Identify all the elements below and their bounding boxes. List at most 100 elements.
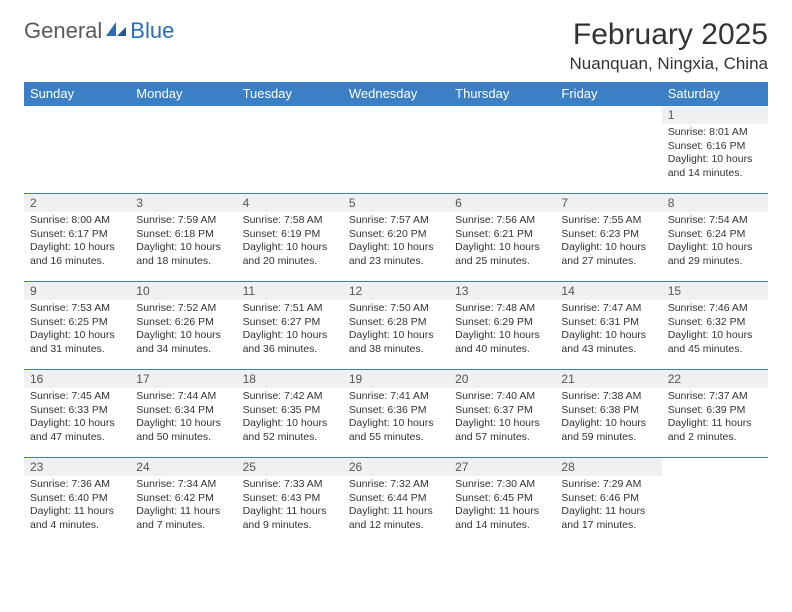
- location-subtitle: Nuanquan, Ningxia, China: [570, 54, 768, 74]
- calendar-cell: 7Sunrise: 7:55 AMSunset: 6:23 PMDaylight…: [555, 194, 661, 282]
- calendar-cell: 8Sunrise: 7:54 AMSunset: 6:24 PMDaylight…: [662, 194, 768, 282]
- calendar-cell: 27Sunrise: 7:30 AMSunset: 6:45 PMDayligh…: [449, 458, 555, 546]
- day-number: 1: [662, 106, 768, 124]
- day-details: Sunrise: 7:38 AMSunset: 6:38 PMDaylight:…: [555, 388, 661, 449]
- day-details: Sunrise: 7:56 AMSunset: 6:21 PMDaylight:…: [449, 212, 555, 273]
- calendar-cell: 28Sunrise: 7:29 AMSunset: 6:46 PMDayligh…: [555, 458, 661, 546]
- day-details: Sunrise: 7:53 AMSunset: 6:25 PMDaylight:…: [24, 300, 130, 361]
- day-number: 4: [237, 194, 343, 212]
- weekday-header: Sunday: [24, 82, 130, 106]
- day-details: Sunrise: 7:59 AMSunset: 6:18 PMDaylight:…: [130, 212, 236, 273]
- calendar-cell: 11Sunrise: 7:51 AMSunset: 6:27 PMDayligh…: [237, 282, 343, 370]
- calendar-cell: 25Sunrise: 7:33 AMSunset: 6:43 PMDayligh…: [237, 458, 343, 546]
- day-number: 16: [24, 370, 130, 388]
- day-details: Sunrise: 7:37 AMSunset: 6:39 PMDaylight:…: [662, 388, 768, 449]
- day-number: 15: [662, 282, 768, 300]
- calendar-cell: 26Sunrise: 7:32 AMSunset: 6:44 PMDayligh…: [343, 458, 449, 546]
- day-details: Sunrise: 8:01 AMSunset: 6:16 PMDaylight:…: [662, 124, 768, 185]
- weekday-header: Tuesday: [237, 82, 343, 106]
- day-number: 21: [555, 370, 661, 388]
- day-details: Sunrise: 7:54 AMSunset: 6:24 PMDaylight:…: [662, 212, 768, 273]
- calendar-cell: 14Sunrise: 7:47 AMSunset: 6:31 PMDayligh…: [555, 282, 661, 370]
- day-number: 3: [130, 194, 236, 212]
- day-number: 2: [24, 194, 130, 212]
- day-details: Sunrise: 7:50 AMSunset: 6:28 PMDaylight:…: [343, 300, 449, 361]
- day-number: 7: [555, 194, 661, 212]
- day-number: 26: [343, 458, 449, 476]
- day-number: 25: [237, 458, 343, 476]
- day-number: 8: [662, 194, 768, 212]
- calendar-cell: 24Sunrise: 7:34 AMSunset: 6:42 PMDayligh…: [130, 458, 236, 546]
- day-number: 20: [449, 370, 555, 388]
- day-number: 6: [449, 194, 555, 212]
- calendar-cell: ..: [662, 458, 768, 546]
- calendar-cell: 6Sunrise: 7:56 AMSunset: 6:21 PMDaylight…: [449, 194, 555, 282]
- calendar-cell: ..: [449, 106, 555, 194]
- calendar-cell: 17Sunrise: 7:44 AMSunset: 6:34 PMDayligh…: [130, 370, 236, 458]
- day-details: Sunrise: 7:51 AMSunset: 6:27 PMDaylight:…: [237, 300, 343, 361]
- calendar-row: 9Sunrise: 7:53 AMSunset: 6:25 PMDaylight…: [24, 282, 768, 370]
- weekday-header: Thursday: [449, 82, 555, 106]
- weekday-header: Saturday: [662, 82, 768, 106]
- day-details: Sunrise: 7:48 AMSunset: 6:29 PMDaylight:…: [449, 300, 555, 361]
- calendar-cell: 23Sunrise: 7:36 AMSunset: 6:40 PMDayligh…: [24, 458, 130, 546]
- brand-word-1: General: [24, 18, 102, 44]
- brand-word-2: Blue: [130, 18, 174, 44]
- day-number: 9: [24, 282, 130, 300]
- calendar-cell: ..: [237, 106, 343, 194]
- calendar-cell: ..: [555, 106, 661, 194]
- calendar-row: ............1Sunrise: 8:01 AMSunset: 6:1…: [24, 106, 768, 194]
- calendar-cell: ..: [130, 106, 236, 194]
- day-details: Sunrise: 7:33 AMSunset: 6:43 PMDaylight:…: [237, 476, 343, 537]
- brand-logo: General Blue: [24, 18, 174, 44]
- month-title: February 2025: [570, 18, 768, 52]
- calendar-cell: 16Sunrise: 7:45 AMSunset: 6:33 PMDayligh…: [24, 370, 130, 458]
- day-details: Sunrise: 7:57 AMSunset: 6:20 PMDaylight:…: [343, 212, 449, 273]
- calendar-cell: 12Sunrise: 7:50 AMSunset: 6:28 PMDayligh…: [343, 282, 449, 370]
- calendar-cell: 18Sunrise: 7:42 AMSunset: 6:35 PMDayligh…: [237, 370, 343, 458]
- day-details: Sunrise: 7:55 AMSunset: 6:23 PMDaylight:…: [555, 212, 661, 273]
- day-number: 23: [24, 458, 130, 476]
- day-details: Sunrise: 7:44 AMSunset: 6:34 PMDaylight:…: [130, 388, 236, 449]
- calendar-cell: 1Sunrise: 8:01 AMSunset: 6:16 PMDaylight…: [662, 106, 768, 194]
- day-number: 19: [343, 370, 449, 388]
- calendar-cell: ..: [24, 106, 130, 194]
- day-number: 22: [662, 370, 768, 388]
- calendar-cell: 22Sunrise: 7:37 AMSunset: 6:39 PMDayligh…: [662, 370, 768, 458]
- day-number: 13: [449, 282, 555, 300]
- calendar-cell: 3Sunrise: 7:59 AMSunset: 6:18 PMDaylight…: [130, 194, 236, 282]
- day-details: Sunrise: 7:42 AMSunset: 6:35 PMDaylight:…: [237, 388, 343, 449]
- day-details: Sunrise: 7:40 AMSunset: 6:37 PMDaylight:…: [449, 388, 555, 449]
- day-number: 10: [130, 282, 236, 300]
- day-details: Sunrise: 7:46 AMSunset: 6:32 PMDaylight:…: [662, 300, 768, 361]
- day-number: 18: [237, 370, 343, 388]
- day-details: Sunrise: 7:34 AMSunset: 6:42 PMDaylight:…: [130, 476, 236, 537]
- day-number: 17: [130, 370, 236, 388]
- calendar-table: Sunday Monday Tuesday Wednesday Thursday…: [24, 82, 768, 546]
- calendar-row: 2Sunrise: 8:00 AMSunset: 6:17 PMDaylight…: [24, 194, 768, 282]
- day-number: 27: [449, 458, 555, 476]
- calendar-cell: 19Sunrise: 7:41 AMSunset: 6:36 PMDayligh…: [343, 370, 449, 458]
- day-details: Sunrise: 7:52 AMSunset: 6:26 PMDaylight:…: [130, 300, 236, 361]
- day-details: Sunrise: 7:29 AMSunset: 6:46 PMDaylight:…: [555, 476, 661, 537]
- day-details: Sunrise: 8:00 AMSunset: 6:17 PMDaylight:…: [24, 212, 130, 273]
- day-details: Sunrise: 7:58 AMSunset: 6:19 PMDaylight:…: [237, 212, 343, 273]
- day-number: 12: [343, 282, 449, 300]
- day-number: 14: [555, 282, 661, 300]
- calendar-cell: 10Sunrise: 7:52 AMSunset: 6:26 PMDayligh…: [130, 282, 236, 370]
- weekday-header: Friday: [555, 82, 661, 106]
- calendar-row: 16Sunrise: 7:45 AMSunset: 6:33 PMDayligh…: [24, 370, 768, 458]
- calendar-cell: 9Sunrise: 7:53 AMSunset: 6:25 PMDaylight…: [24, 282, 130, 370]
- calendar-cell: 2Sunrise: 8:00 AMSunset: 6:17 PMDaylight…: [24, 194, 130, 282]
- day-number: 24: [130, 458, 236, 476]
- calendar-cell: 5Sunrise: 7:57 AMSunset: 6:20 PMDaylight…: [343, 194, 449, 282]
- brand-sail-icon: [106, 18, 128, 44]
- calendar-cell: 20Sunrise: 7:40 AMSunset: 6:37 PMDayligh…: [449, 370, 555, 458]
- day-details: Sunrise: 7:47 AMSunset: 6:31 PMDaylight:…: [555, 300, 661, 361]
- day-details: Sunrise: 7:32 AMSunset: 6:44 PMDaylight:…: [343, 476, 449, 537]
- calendar-cell: 15Sunrise: 7:46 AMSunset: 6:32 PMDayligh…: [662, 282, 768, 370]
- day-number: 5: [343, 194, 449, 212]
- day-details: Sunrise: 7:41 AMSunset: 6:36 PMDaylight:…: [343, 388, 449, 449]
- calendar-row: 23Sunrise: 7:36 AMSunset: 6:40 PMDayligh…: [24, 458, 768, 546]
- calendar-cell: 13Sunrise: 7:48 AMSunset: 6:29 PMDayligh…: [449, 282, 555, 370]
